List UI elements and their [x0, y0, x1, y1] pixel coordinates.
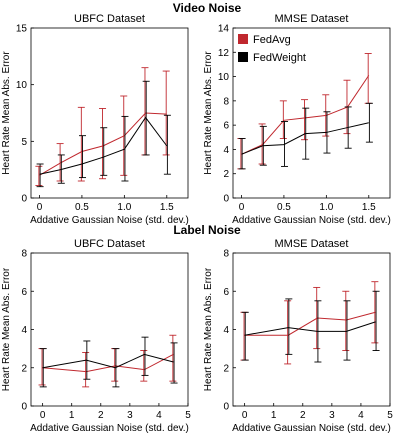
panel-title: MMSE Dataset	[275, 238, 349, 250]
legend-label: FedAvg	[253, 34, 291, 46]
y-tick-label: 14	[218, 24, 230, 35]
series-fedavg	[38, 334, 177, 388]
chart-panel-4: MMSE Dataset 0 1 2 3 4 5 0 2 4 6 8 Addative Gaussian…	[203, 238, 393, 434]
section-title-label-noise: Label Noise	[173, 223, 241, 237]
x-tick-label: 1	[271, 410, 277, 421]
y-axis-label: Heart Rate Mean Abs. Error	[203, 51, 214, 175]
x-tick-label: 0	[37, 202, 43, 213]
x-tick-label: 1.0	[117, 202, 131, 213]
chart-panel-1: UBFC Dataset 0 0.5 1.0 1.5 0 5 10 15 Addative Gau…	[1, 13, 189, 226]
x-tick-label: 0	[242, 410, 248, 421]
x-axis-label: Addative Gaussian Noise (std. dev.)	[232, 215, 391, 226]
y-tick-label: 8	[21, 249, 27, 260]
series-line	[244, 321, 376, 336]
series-line	[244, 311, 376, 336]
y-tick-label: 6	[223, 121, 229, 132]
y-tick-label: 2	[223, 169, 229, 180]
plot-area	[30, 27, 189, 199]
series-line	[39, 116, 168, 175]
series-line	[39, 112, 167, 176]
series-fedweight	[39, 336, 178, 388]
y-tick-label: 6	[21, 287, 27, 298]
legend-label: FedWeight	[253, 52, 306, 64]
series-line	[241, 122, 369, 155]
x-tick-label: 2	[98, 410, 104, 421]
panel-title: UBFC Dataset	[74, 13, 145, 25]
series-fedweight	[241, 290, 380, 363]
y-tick-label: 0	[21, 402, 27, 413]
legend-swatch	[238, 52, 248, 62]
x-tick-label: 0.5	[277, 202, 291, 213]
x-tick-label: 0	[239, 202, 245, 213]
x-tick-label: 3	[127, 410, 133, 421]
y-axis-label: Heart Rate Mean Abs. Error	[1, 267, 12, 391]
x-tick-label: 3	[329, 410, 335, 421]
x-tick-label: 5	[185, 410, 191, 421]
x-tick-label: 2	[300, 410, 306, 421]
series-fedweight	[238, 102, 373, 170]
y-tick-label: 6	[223, 287, 229, 298]
plot-area	[232, 27, 391, 199]
y-tick-label: 8	[223, 96, 229, 107]
y-tick-label: 0	[21, 194, 27, 205]
x-tick-label: 5	[387, 410, 393, 421]
x-tick-label: 1.0	[319, 202, 333, 213]
series-line	[241, 75, 370, 155]
x-tick-label: 4	[358, 410, 364, 421]
y-tick-label: 4	[223, 145, 229, 156]
x-axis-label: Addative Gaussian Noise (std. dev.)	[232, 423, 391, 434]
chart-panel-2: MMSE Dataset 0 0.5 1.0 1.5 0 2 4 6 8 10 12 14 Addativ…	[203, 13, 391, 226]
y-tick-label: 4	[21, 325, 27, 336]
y-tick-label: 0	[223, 194, 229, 205]
y-tick-label: 0	[223, 402, 229, 413]
x-tick-label: 1	[69, 410, 75, 421]
x-tick-label: 1.5	[160, 202, 174, 213]
x-axis-label: Addative Gaussian Noise (std. dev.)	[30, 215, 189, 226]
y-tick-label: 10	[16, 80, 28, 91]
x-tick-label: 1.5	[362, 202, 376, 213]
panel-title: UBFC Dataset	[74, 238, 145, 250]
series-fedavg	[240, 281, 379, 365]
series-fedavg	[35, 67, 170, 186]
plot-area	[30, 252, 189, 407]
y-tick-label: 2	[223, 363, 229, 374]
y-tick-label: 2	[21, 363, 27, 374]
y-tick-label: 10	[218, 72, 230, 83]
series-fedavg	[237, 53, 372, 170]
x-tick-label: 0.5	[75, 202, 89, 213]
y-tick-label: 8	[223, 249, 229, 260]
chart-panel-3: UBFC Dataset 0 1 2 3 4 5 0 2 4 6 8 Addative Gaussian…	[1, 238, 191, 434]
series-line	[42, 353, 174, 373]
section-title-video-noise: Video Noise	[173, 1, 242, 15]
y-tick-label: 4	[223, 325, 229, 336]
x-tick-label: 0	[40, 410, 46, 421]
y-axis-label: Heart Rate Mean Abs. Error	[203, 267, 214, 391]
y-tick-label: 15	[16, 24, 28, 35]
y-tick-label: 5	[21, 137, 27, 148]
y-axis-label: Heart Rate Mean Abs. Error	[1, 51, 12, 175]
series-line	[42, 353, 174, 369]
plot-area	[232, 252, 391, 407]
y-tick-label: 12	[218, 48, 230, 59]
legend: FedAvg FedWeight	[238, 34, 306, 64]
x-tick-label: 4	[156, 410, 162, 421]
legend-swatch	[238, 34, 248, 44]
x-axis-label: Addative Gaussian Noise (std. dev.)	[30, 423, 189, 434]
series-fedweight	[36, 80, 171, 188]
panel-title: MMSE Dataset	[275, 13, 349, 25]
